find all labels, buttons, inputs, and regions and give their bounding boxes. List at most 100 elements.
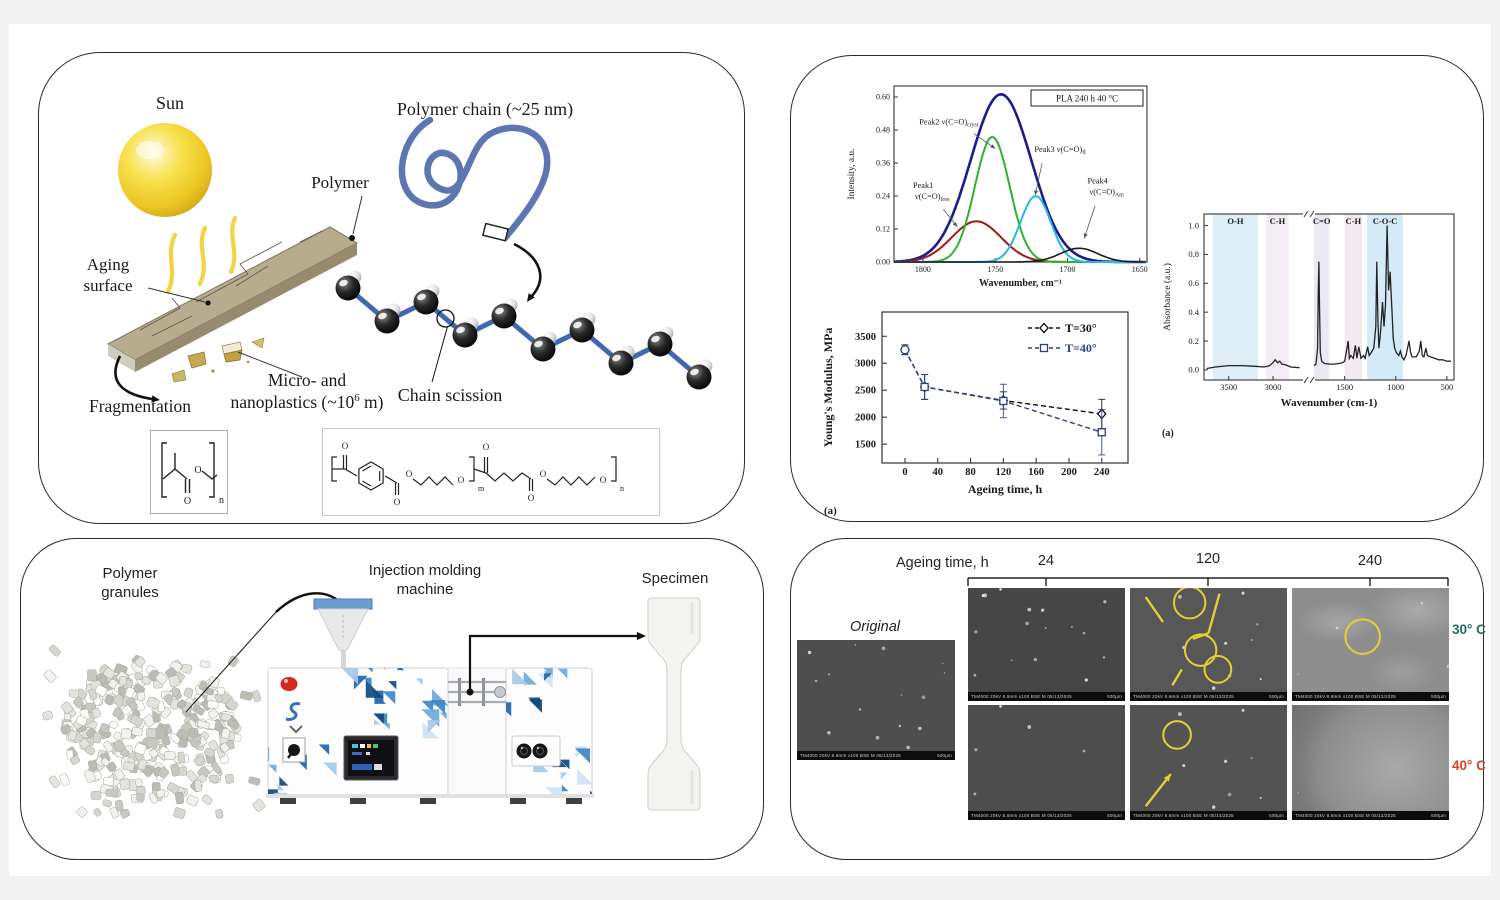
- svg-text:m: m: [478, 484, 485, 493]
- svg-text:Wavenumber, cm⁻¹: Wavenumber, cm⁻¹: [979, 278, 1062, 289]
- svg-text:O: O: [394, 497, 401, 507]
- svg-text:0.60: 0.60: [876, 93, 890, 102]
- polymer-label: Polymer: [311, 173, 369, 192]
- svg-text:40: 40: [933, 467, 944, 478]
- sem-caption-bar: TM4000 20kV 8.6mm x100 BSE M 05/13/2025 5…: [968, 692, 1125, 701]
- svg-text:Intensity, a.u.: Intensity, a.u.: [847, 148, 857, 199]
- sem-image-t30-24: TM4000 20kV 8.6mm x100 BSE M 05/13/2025 5…: [968, 588, 1125, 701]
- svg-text:(a): (a): [824, 505, 837, 517]
- svg-text:3000: 3000: [1265, 382, 1282, 392]
- sem-image-t30-120: TM4000 20kV 8.6mm x100 BSE M 05/13/2025 5…: [1130, 588, 1287, 701]
- svg-text:0.12: 0.12: [876, 225, 890, 234]
- sem-tick-24: 24: [1037, 553, 1055, 569]
- aging-surface-label: Aging surface: [83, 255, 133, 296]
- sem-tick-240: 240: [1357, 553, 1383, 569]
- sem-tick-120: 120: [1195, 551, 1221, 567]
- sem-caption-bar: TM4000 20kV 8.6mm x100 BSE M 05/13/2025 5…: [1292, 692, 1449, 701]
- svg-text:0.8: 0.8: [1188, 249, 1199, 259]
- carbonyl-deconvolution-chart: 0.00 0.12 0.24 0.36 0.48 0.60 1800 1750 1700 1650…: [842, 70, 1157, 310]
- svg-text:2500: 2500: [855, 386, 876, 397]
- granules-label: Polymer granules: [101, 565, 159, 601]
- svg-text:3000: 3000: [855, 359, 876, 370]
- svg-text:0.2: 0.2: [1188, 336, 1199, 346]
- sem-image-t40-24: TM4000 20kV 8.6mm x100 BSE M 05/13/2025 5…: [968, 705, 1125, 820]
- svg-text:0: 0: [902, 467, 907, 478]
- sun-label: Sun: [155, 93, 184, 113]
- svg-text:200: 200: [1061, 467, 1077, 478]
- svg-text:(a): (a): [1162, 428, 1174, 439]
- machine-label: Injection molding machine: [368, 562, 482, 598]
- micro-nanoplastics-label: Micro- and nanoplastics (~106 m): [230, 370, 384, 412]
- svg-text:500: 500: [1440, 382, 1453, 392]
- sem-caption-bar: TM4000 20kV 8.6mm x100 BSE M 05/13/2025 5…: [1130, 811, 1287, 820]
- sem-header-label: Ageing time, h: [896, 555, 989, 571]
- sem-caption-bar: TM4000 20kV 8.6mm x100 BSE M 05/13/2025 5…: [1292, 811, 1449, 820]
- svg-text:0.36: 0.36: [876, 159, 890, 168]
- svg-text:1700: 1700: [1059, 265, 1075, 274]
- specimen-label: Specimen: [641, 570, 709, 587]
- svg-text:120: 120: [995, 467, 1011, 478]
- youngs-modulus-chart: 1500 2000 2500 3000 3500 0 40 80 120 160 200 240 T=3…: [818, 300, 1143, 520]
- svg-text:C-H: C-H: [1270, 216, 1286, 226]
- svg-text:1750: 1750: [987, 265, 1003, 274]
- sem-row-label-30: 30° C: [1452, 622, 1486, 637]
- svg-text:C-O-C: C-O-C: [1373, 216, 1398, 226]
- svg-text:O: O: [458, 475, 465, 485]
- svg-text:Peak3 ν(C=O)fl: Peak3 ν(C=O)fl: [1034, 145, 1086, 156]
- svg-text:Peak2 ν(C=O)cryst: Peak2 ν(C=O)cryst: [919, 118, 979, 129]
- ftir-spectrum-chart: 0.0 0.2 0.4 0.6 0.8 1.0 3500 3000 1500 1000 500 O-H…: [1158, 192, 1473, 440]
- svg-text:1.0: 1.0: [1188, 220, 1199, 230]
- sem-caption-bar: TM4000 20kV 8.6mm x100 BSE M 05/13/2025 5…: [797, 751, 955, 760]
- svg-text:Wavenumber (cm-1): Wavenumber (cm-1): [1281, 397, 1378, 409]
- mechanism-graphics: [38, 52, 743, 522]
- svg-text:0.24: 0.24: [876, 192, 890, 201]
- svg-text:O: O: [342, 441, 349, 451]
- svg-text:O: O: [406, 469, 413, 479]
- svg-text:Ageing time, h: Ageing time, h: [968, 482, 1043, 496]
- frame-bottom: [0, 876, 1500, 900]
- svg-text:C-H: C-H: [1346, 216, 1362, 226]
- svg-text:0.00: 0.00: [876, 258, 890, 267]
- svg-text:T=30°: T=30°: [1065, 321, 1097, 335]
- svg-text:3500: 3500: [855, 332, 876, 343]
- sem-ruler: [790, 538, 1482, 858]
- svg-text:O: O: [600, 475, 607, 485]
- sem-caption-bar: TM4000 20kV 8.6mm x100 BSE M 05/13/2025 5…: [968, 811, 1125, 820]
- svg-text:160: 160: [1028, 467, 1044, 478]
- sem-row-label-40: 40° C: [1452, 758, 1486, 773]
- sem-image-original: TM4000 20kV 8.6mm x100 BSE M 05/13/2025 5…: [797, 640, 955, 760]
- svg-text:O: O: [194, 465, 201, 476]
- frame-right: [1491, 24, 1500, 876]
- svg-text:ν(C=O)Am: ν(C=O)Am: [1090, 188, 1125, 199]
- svg-text:0.4: 0.4: [1188, 307, 1199, 317]
- svg-text:1650: 1650: [1132, 265, 1148, 274]
- svg-text:1500: 1500: [1336, 382, 1353, 392]
- svg-text:O: O: [528, 493, 535, 503]
- svg-text:O: O: [540, 469, 547, 479]
- svg-text:O-H: O-H: [1227, 216, 1243, 226]
- sem-image-t40-240: TM4000 20kV 8.6mm x100 BSE M 05/13/2025 5…: [1292, 705, 1449, 820]
- svg-text:Peak1: Peak1: [913, 181, 933, 190]
- svg-text:T=40°: T=40°: [1065, 341, 1097, 355]
- svg-text:80: 80: [965, 467, 976, 478]
- svg-text:Absorbance (a.u.): Absorbance (a.u.): [1162, 263, 1173, 331]
- frame-top: [0, 0, 1500, 24]
- svg-text:1500: 1500: [855, 440, 876, 451]
- sem-original-label: Original: [850, 619, 900, 635]
- svg-text:240: 240: [1094, 467, 1110, 478]
- polymer-chain-label: Polymer chain (~25 nm): [396, 99, 574, 119]
- svg-text:O: O: [184, 496, 191, 507]
- svg-text:ν(C=O)free: ν(C=O)free: [915, 192, 950, 203]
- frame-left: [0, 24, 9, 876]
- svg-text:1000: 1000: [1387, 382, 1404, 392]
- sem-image-t30-240: TM4000 20kV 8.6mm x100 BSE M 05/13/2025 5…: [1292, 588, 1449, 701]
- svg-text:3500: 3500: [1220, 382, 1237, 392]
- svg-text:Young's Modulus, MPa: Young's Modulus, MPa: [821, 328, 835, 448]
- svg-text:0.6: 0.6: [1188, 278, 1199, 288]
- svg-text:2000: 2000: [855, 413, 876, 424]
- svg-text:C=O: C=O: [1313, 216, 1331, 226]
- svg-text:0.0: 0.0: [1188, 365, 1199, 375]
- svg-text:1800: 1800: [915, 265, 931, 274]
